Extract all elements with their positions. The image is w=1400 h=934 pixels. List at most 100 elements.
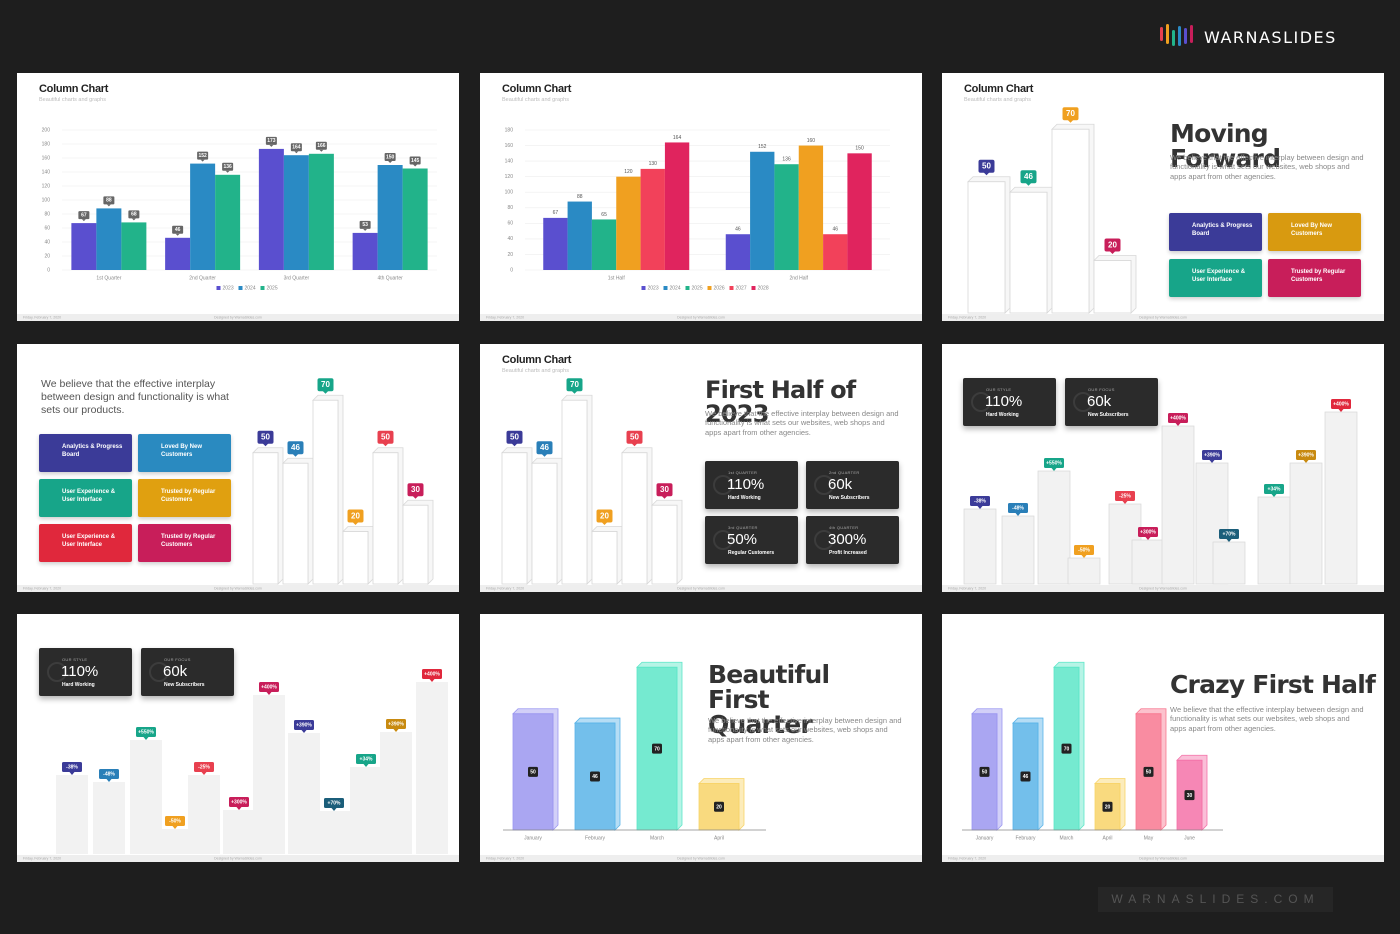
tag-pointer xyxy=(1122,501,1128,504)
tag-pointer xyxy=(1145,537,1151,540)
change-label: +390% xyxy=(1298,453,1314,459)
change-label: -48% xyxy=(1012,506,1024,512)
value-label: 68 xyxy=(131,212,137,218)
feature-button: Trusted by Regular Customers xyxy=(138,479,231,517)
x-tick-label: March xyxy=(1060,835,1074,841)
x-tick-label: January xyxy=(976,835,994,841)
value-label: 46 xyxy=(1023,774,1029,780)
card-label: Hard Working xyxy=(986,412,1019,418)
slide-graphics: 0 20 40 60 80 100 120 140 160 180 200 1st Quarter 67… xyxy=(17,127,459,321)
y-tick-label: 60 xyxy=(44,225,50,231)
change-label: +300% xyxy=(231,800,247,806)
y-tick-label: 20 xyxy=(44,253,50,259)
bar xyxy=(377,165,403,270)
x-tick-label: 4th Quarter xyxy=(377,275,403,281)
footer-date: Friday, February 7, 2020 xyxy=(486,856,524,860)
bar xyxy=(165,237,191,270)
legend-label: 2024 xyxy=(245,286,256,292)
value-label: 70 xyxy=(1066,109,1075,118)
footer-band xyxy=(942,314,1384,321)
value-tag xyxy=(409,156,421,165)
value-tag xyxy=(656,483,673,497)
y-tick-label: 180 xyxy=(42,141,51,147)
bar xyxy=(543,217,568,270)
legend-swatch xyxy=(751,286,756,290)
change-tag xyxy=(1202,450,1222,460)
value-tag xyxy=(265,136,277,145)
y-tick-label: 160 xyxy=(42,155,51,161)
value-label: 145 xyxy=(411,158,420,164)
slide-graphics: 50 January 46 February 70 March 20 April Friday,… xyxy=(480,661,922,862)
value-tag xyxy=(1184,790,1195,801)
y-tick-label: 140 xyxy=(42,169,51,175)
legend-swatch xyxy=(260,286,265,290)
y-tick-label: 80 xyxy=(507,205,513,211)
tag-pointer xyxy=(352,522,359,525)
bar xyxy=(847,153,872,270)
legend-label: 2027 xyxy=(736,286,747,292)
slide: 50 46 70 20 50 30 Friday, February 7, 2020 Desi… xyxy=(17,344,459,592)
change-tag xyxy=(294,720,314,730)
column xyxy=(963,508,997,585)
column xyxy=(253,695,285,854)
value-tag xyxy=(590,771,600,782)
value-tag xyxy=(197,151,209,160)
brand-icon xyxy=(1160,24,1193,46)
value-tag xyxy=(359,220,371,229)
column xyxy=(1324,411,1358,585)
x-tick-label: April xyxy=(1102,835,1112,841)
value-label: 173 xyxy=(267,138,276,144)
bar xyxy=(1093,260,1132,314)
bar xyxy=(651,504,678,585)
legend-swatch xyxy=(707,286,712,290)
tag-pointer xyxy=(1175,423,1181,426)
bar xyxy=(121,222,147,270)
tag-pointer xyxy=(143,737,149,740)
stat-card: 4th QUARTER 300% Profit Increased xyxy=(806,516,899,564)
value-tag xyxy=(1102,801,1113,812)
stat-card: OUR FOCUS 60k New Subscribers xyxy=(1065,378,1158,426)
tag-pointer xyxy=(363,764,369,767)
change-label: +390% xyxy=(388,722,404,728)
change-tag xyxy=(356,754,376,764)
footer-band xyxy=(17,585,459,592)
column xyxy=(188,775,220,854)
bar xyxy=(342,531,369,585)
bar xyxy=(372,452,399,585)
value-label: 20 xyxy=(1105,804,1111,810)
x-tick-label: February xyxy=(585,835,606,841)
card-icon xyxy=(47,662,67,682)
bar xyxy=(215,174,241,270)
card-icon xyxy=(971,392,991,412)
tag-pointer xyxy=(601,522,608,525)
value-label: 50 xyxy=(530,770,536,776)
y-tick-label: 80 xyxy=(44,211,50,217)
card-value: 300% xyxy=(828,531,867,548)
feature-button: Trusted by Regular Customers xyxy=(1268,259,1361,297)
column xyxy=(1037,470,1071,585)
legend-label: 2023 xyxy=(223,286,234,292)
bar xyxy=(591,531,618,585)
heading: Crazy First Half xyxy=(1170,670,1376,699)
change-label: +300% xyxy=(1140,530,1156,536)
y-tick-label: 180 xyxy=(505,127,514,133)
slide-title: Column Chart xyxy=(502,83,572,95)
value-tag xyxy=(566,378,583,392)
stat-card: OUR FOCUS 60k New Subscribers xyxy=(141,648,234,696)
tag-pointer xyxy=(1015,513,1021,516)
footer-credit: Designed by WarnaSlides.com xyxy=(214,586,262,590)
slide-graphics: 0 20 40 60 80 100 120 140 160 180 1st Half 67 88 65 12… xyxy=(480,127,922,321)
change-tag xyxy=(422,669,442,679)
bar xyxy=(501,452,528,585)
value-tag xyxy=(78,211,90,220)
tag-pointer xyxy=(1081,555,1087,558)
slide: -38% -48% +550% -50% -25% +300% +400% +390% +70%… xyxy=(17,614,459,862)
column xyxy=(416,682,448,854)
tag-pointer xyxy=(106,779,112,782)
bar xyxy=(591,219,617,270)
change-label: +70% xyxy=(1223,532,1236,538)
value-label: 20 xyxy=(600,511,609,520)
bar xyxy=(621,452,648,585)
column xyxy=(350,767,382,854)
tag-pointer xyxy=(1025,182,1032,186)
